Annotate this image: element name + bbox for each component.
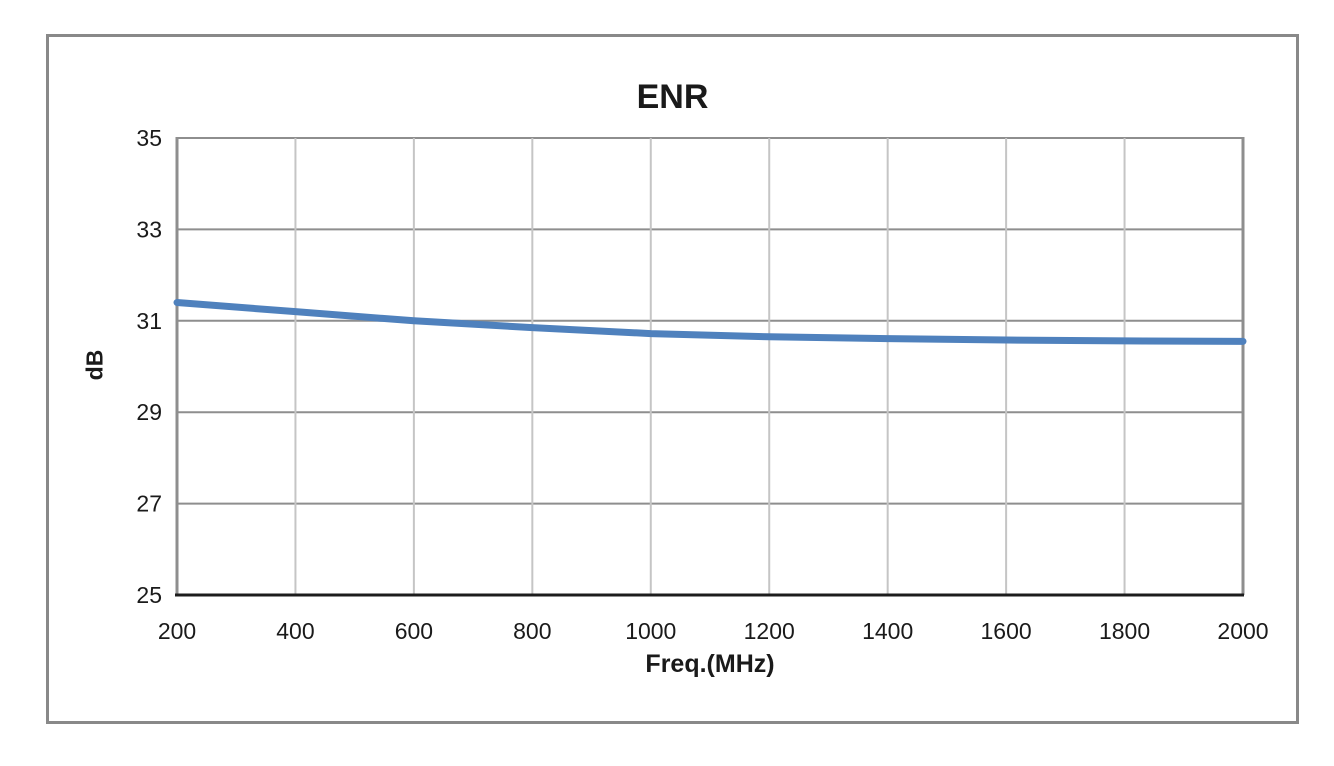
y-tick-label: 31 [136, 308, 162, 334]
chart-frame [46, 34, 1299, 724]
y-tick-label: 27 [136, 491, 162, 517]
x-tick-label: 600 [395, 618, 433, 644]
x-tick-label: 400 [276, 618, 314, 644]
x-tick-label: 800 [513, 618, 551, 644]
x-tick-label: 200 [158, 618, 196, 644]
x-axis-title: Freq.(MHz) [645, 650, 775, 678]
x-tick-label: 1000 [625, 618, 676, 644]
y-tick-label: 35 [136, 125, 162, 151]
x-tick-label: 1600 [981, 618, 1032, 644]
y-tick-label: 25 [136, 582, 162, 608]
x-tick-label: 1200 [744, 618, 795, 644]
x-tick-label: 2000 [1217, 618, 1268, 644]
y-tick-label: 33 [136, 216, 162, 242]
chart-title: ENR [636, 78, 709, 116]
x-tick-label: 1400 [862, 618, 913, 644]
x-tick-label: 1800 [1099, 618, 1150, 644]
series-line-enr [173, 299, 1247, 345]
y-tick-label: 29 [136, 399, 162, 425]
